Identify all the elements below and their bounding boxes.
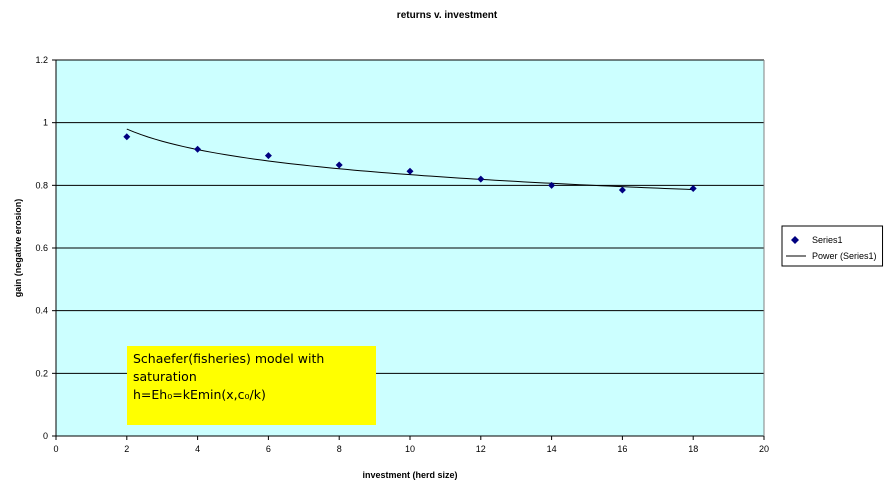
x-tick-label: 16: [617, 444, 627, 454]
data-point: [406, 167, 414, 175]
legend-box: [781, 225, 884, 267]
legend-series1-label: Series1: [812, 235, 843, 245]
x-axis-ticks: 0 2 4 6 8 10 12 14 16 18 20: [53, 436, 769, 454]
model-annotation: Schaefer(fisheries) model with saturatio…: [127, 346, 376, 425]
data-point: [194, 145, 202, 153]
y-tick-label: 0.8: [35, 180, 48, 190]
x-axis-title: investment (herd size): [362, 470, 457, 480]
annotation-line-3: h=Eh₀=kEmin(x,c₀/k): [133, 387, 266, 402]
y-tick-label: 0.2: [35, 368, 48, 378]
x-tick-label: 14: [547, 444, 557, 454]
y-tick-label: 1: [43, 118, 48, 128]
annotation-line-2: saturation: [133, 369, 197, 384]
y-axis-ticks: 0 0.2 0.4 0.6 0.8 1 1.2: [35, 55, 56, 441]
y-tick-label: 0: [43, 431, 48, 441]
x-tick-label: 2: [124, 444, 129, 454]
y-tick-label: 0.4: [35, 306, 48, 316]
data-point: [335, 161, 343, 169]
data-point: [618, 186, 626, 194]
x-tick-label: 4: [195, 444, 200, 454]
data-point: [548, 181, 556, 189]
x-tick-label: 8: [337, 444, 342, 454]
x-tick-label: 6: [266, 444, 271, 454]
x-tick-label: 20: [759, 444, 769, 454]
series1-points: [123, 133, 697, 194]
y-tick-label: 1.2: [35, 55, 48, 65]
chart-title: returns v. investment: [397, 10, 498, 21]
x-tick-label: 12: [476, 444, 486, 454]
data-point: [477, 175, 485, 183]
data-point: [689, 184, 697, 192]
gridlines: [56, 59, 764, 374]
legend-marker-diamond-icon: [791, 236, 799, 244]
y-tick-label: 0.6: [35, 243, 48, 253]
data-point: [264, 152, 272, 160]
data-point: [123, 133, 131, 141]
x-tick-label: 0: [53, 444, 58, 454]
legend: Series1 Power (Series1): [781, 225, 884, 267]
x-tick-label: 18: [688, 444, 698, 454]
y-axis-title: gain (negative erosion): [13, 199, 23, 298]
x-tick-label: 10: [405, 444, 415, 454]
annotation-line-1: Schaefer(fisheries) model with: [133, 351, 325, 366]
legend-trendline-label: Power (Series1): [812, 251, 877, 261]
